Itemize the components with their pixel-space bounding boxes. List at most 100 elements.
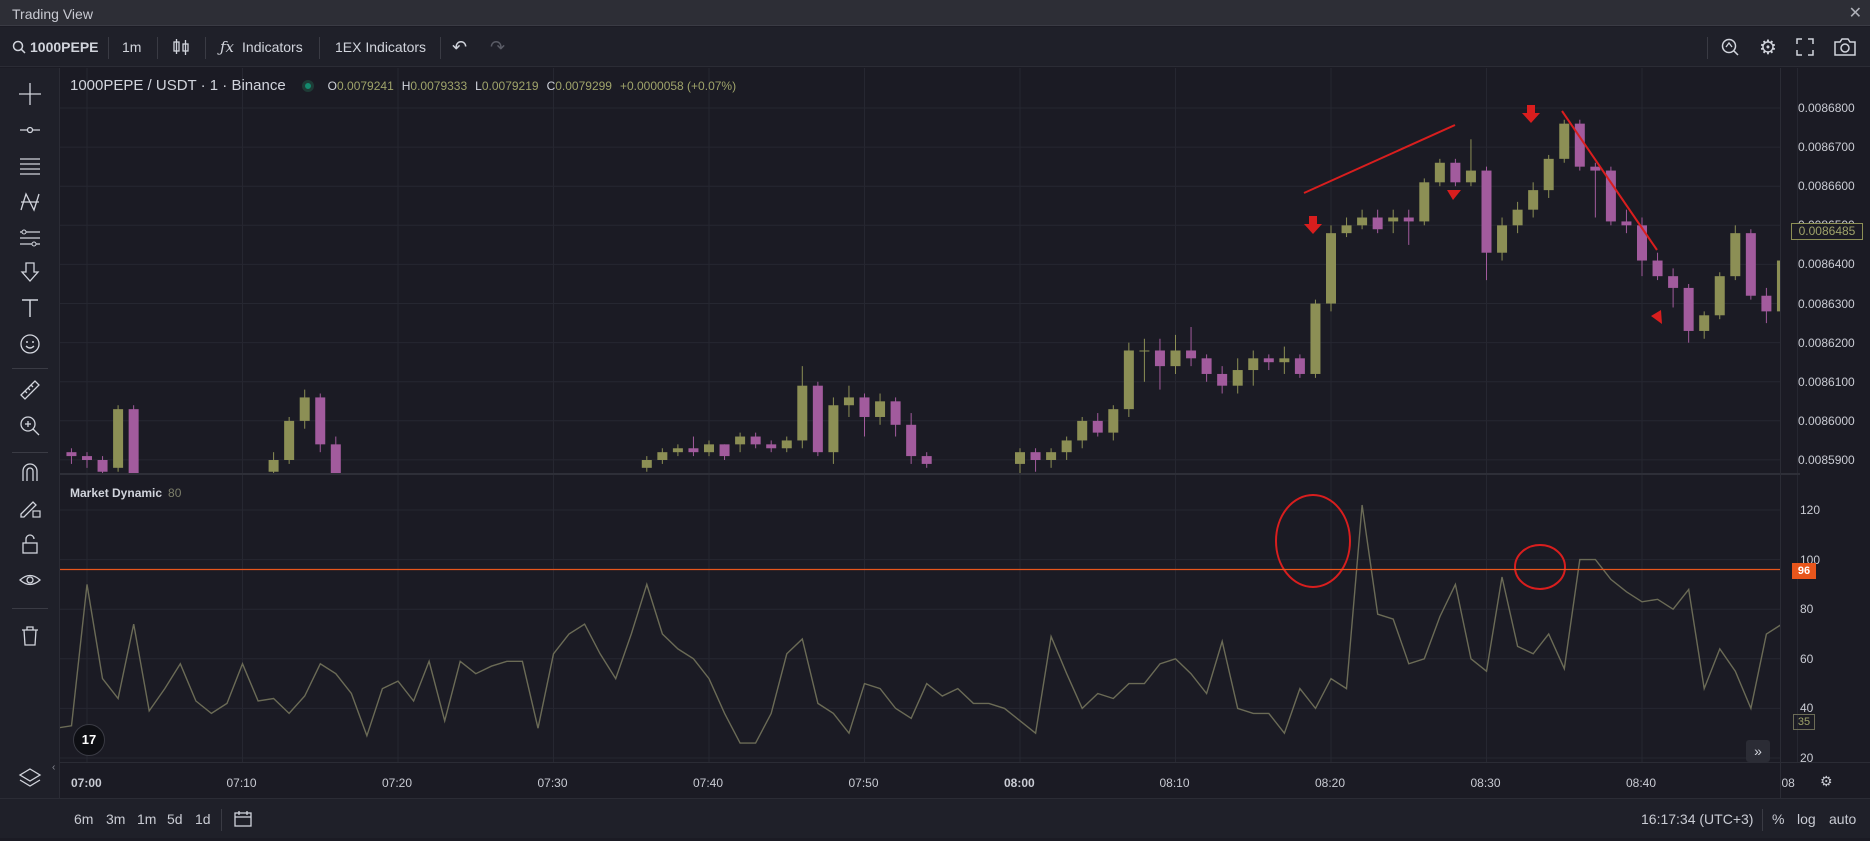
zoom-in-icon[interactable] [16, 412, 44, 440]
range-6m[interactable]: 6m [74, 811, 94, 827]
price-tick-label: 0.0086200 [1798, 335, 1855, 350]
prediction-icon[interactable] [16, 224, 44, 252]
candle-body [1543, 158, 1554, 191]
candle-body [1123, 350, 1134, 410]
indicator-tick-label: 40 [1800, 701, 1814, 716]
symbol-search[interactable]: 1000PEPE [12, 27, 99, 67]
undo-icon[interactable]: ↶ [452, 36, 468, 57]
candle-body [1279, 358, 1290, 363]
text-icon[interactable] [16, 294, 44, 322]
time-tick-label: 08:40 [1626, 776, 1657, 790]
ruler-icon[interactable] [16, 376, 44, 404]
candle-body [82, 456, 92, 460]
scroll-to-realtime-button[interactable]: » [1746, 740, 1770, 762]
eye-icon[interactable] [16, 566, 44, 594]
indicator-tick-label: 120 [1800, 503, 1821, 517]
unlock-icon[interactable] [16, 530, 44, 558]
emoji-icon[interactable] [16, 330, 44, 358]
indicators-button[interactable]: ƒx Indicators [220, 27, 303, 67]
percent-toggle[interactable]: % [1772, 811, 1785, 827]
clock-display[interactable]: 16:17:34 (UTC+3) [1641, 811, 1754, 827]
candle-body [268, 460, 279, 472]
candle-body [1497, 225, 1508, 253]
candle-body [299, 397, 310, 421]
interval-button[interactable]: 1m [122, 27, 141, 67]
axis-settings-icon[interactable]: ⚙ [1820, 773, 1833, 789]
log-toggle[interactable]: log [1797, 811, 1816, 827]
crosshair-icon[interactable] [16, 80, 44, 108]
trend-arrow-up [1303, 124, 1456, 194]
tradingview-logo[interactable]: 17 [73, 724, 105, 756]
date-range-icon[interactable] [233, 799, 253, 839]
candle-body [1605, 170, 1616, 222]
candle-body [657, 452, 668, 460]
candle-body [284, 420, 295, 460]
candle-body [1745, 233, 1756, 296]
candle-body [1528, 190, 1539, 210]
window-titlebar: Trading View ✕ [0, 0, 1870, 26]
range-1d[interactable]: 1d [195, 811, 211, 827]
chart-type-button[interactable] [172, 27, 190, 67]
candle-body [1776, 260, 1780, 312]
indicator-legend[interactable]: Market Dynamic 80 [70, 486, 181, 500]
bottom-toolbar: 6m 3m 1m 5d 1d 16:17:34 (UTC+3) % log au… [0, 798, 1870, 838]
quick-search-icon[interactable] [1720, 27, 1740, 67]
candle-body [1248, 358, 1259, 371]
candle-body [1201, 358, 1212, 374]
candle-body [1388, 217, 1399, 222]
trash-icon[interactable] [16, 622, 44, 650]
candle-body [1186, 350, 1197, 359]
collapse-left-icon[interactable]: ‹ [52, 762, 56, 773]
range-5d[interactable]: 5d [167, 811, 183, 827]
trend-line-icon[interactable] [16, 116, 44, 144]
candle-body [1481, 170, 1492, 253]
indicators-label: Indicators [242, 39, 303, 55]
candles-icon [173, 39, 189, 55]
price-tick-label: 0.0086800 [1798, 101, 1855, 115]
arrow-down-icon[interactable] [16, 258, 44, 286]
candle-body [781, 440, 792, 449]
candle-body [315, 397, 326, 445]
highlight-circle [1514, 544, 1566, 590]
candle-body [1077, 420, 1088, 441]
current-price-tag: 0.0086485 [1791, 223, 1863, 240]
ex-indicators-button[interactable]: 1EX Indicators [335, 27, 426, 67]
fib-lines-icon[interactable] [16, 152, 44, 180]
close-icon[interactable]: ✕ [1848, 5, 1862, 22]
pane-divider[interactable] [60, 473, 1800, 475]
ohlc-low: L0.0079219 [475, 78, 539, 93]
time-tick-label: 07:00 [71, 776, 102, 790]
candle-body [1512, 209, 1523, 226]
gear-icon[interactable]: ⚙ [1759, 36, 1777, 59]
camera-icon[interactable] [1834, 27, 1856, 67]
price-tick-label: 0.0086100 [1798, 374, 1855, 389]
candle-body [1419, 182, 1430, 222]
indicator-tick-label: 80 [1800, 602, 1814, 617]
chart-area[interactable] [0, 68, 1870, 798]
price-tick-label: 0.0086000 [1798, 413, 1855, 428]
candlestick-series [66, 119, 1780, 473]
price-tick-label: 0.0086700 [1798, 140, 1855, 155]
range-1m[interactable]: 1m [137, 811, 157, 827]
magnet-icon[interactable] [16, 458, 44, 486]
candle-body [1668, 276, 1679, 288]
candle-body [1232, 370, 1243, 386]
pattern-icon[interactable] [16, 188, 44, 216]
pair-label[interactable]: 1000PEPE / USDT · 1 · Binance [70, 77, 286, 94]
candle-body [1310, 303, 1321, 374]
range-3m[interactable]: 3m [106, 811, 126, 827]
indicator-tick-label: 20 [1800, 751, 1814, 765]
price-tick-label: 0.0086600 [1798, 179, 1855, 194]
trend-arrow-down-head [1651, 310, 1662, 324]
lock-drawing-icon[interactable] [16, 494, 44, 522]
price-tick-label: 0.0086300 [1798, 296, 1855, 311]
redo-icon[interactable]: ↷ [490, 36, 506, 57]
time-tick-label: 08 [1781, 776, 1795, 790]
auto-toggle[interactable]: auto [1829, 811, 1857, 827]
price-tick-label: 0.0085900 [1798, 452, 1855, 467]
layers-icon[interactable] [16, 764, 44, 792]
candle-body [1357, 217, 1368, 226]
candle-body [828, 405, 839, 453]
fullscreen-icon[interactable] [1796, 27, 1814, 67]
candle-body [1730, 233, 1741, 277]
